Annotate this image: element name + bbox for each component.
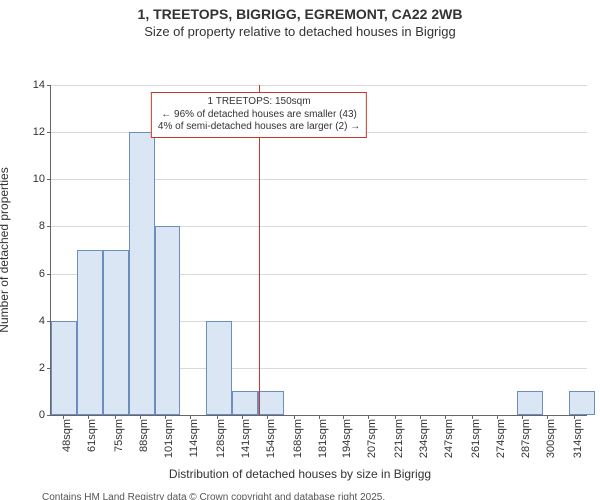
x-tick-label: 207sqm: [366, 419, 378, 458]
y-tick-label: 14: [33, 79, 51, 91]
histogram-bar: [51, 321, 77, 415]
y-tick-label: 8: [39, 220, 51, 232]
x-tick-label: 247sqm: [443, 419, 455, 458]
x-tick-label: 128sqm: [215, 419, 227, 458]
x-tick-label: 287sqm: [520, 419, 532, 458]
y-tick-label: 6: [39, 268, 51, 280]
x-tick-label: 61sqm: [86, 419, 98, 452]
x-tick-label: 234sqm: [418, 419, 430, 458]
plot-area: 0246810121448sqm61sqm75sqm88sqm101sqm114…: [50, 85, 587, 416]
x-tick-label: 181sqm: [317, 419, 329, 458]
histogram-bar: [129, 132, 155, 415]
y-tick-label: 12: [33, 126, 51, 138]
annotation-line: 4% of semi-detached houses are larger (2…: [158, 121, 360, 134]
x-tick-label: 274sqm: [495, 419, 507, 458]
y-tick-label: 0: [39, 409, 51, 421]
x-tick-label: 314sqm: [572, 419, 584, 458]
x-tick-label: 194sqm: [341, 419, 353, 458]
annotation-box: 1 TREETOPS: 150sqm← 96% of detached hous…: [151, 92, 367, 138]
footer-line-1: Contains HM Land Registry data © Crown c…: [42, 491, 424, 500]
histogram-bar: [155, 226, 181, 415]
title-sub: Size of property relative to detached ho…: [0, 24, 600, 39]
y-tick-label: 2: [39, 362, 51, 374]
annotation-line: 1 TREETOPS: 150sqm: [158, 96, 360, 109]
x-tick-label: 141sqm: [240, 419, 252, 458]
x-tick-label: 168sqm: [292, 419, 304, 458]
x-tick-label: 261sqm: [470, 419, 482, 458]
histogram-bar: [77, 250, 103, 415]
histogram-bar: [569, 391, 595, 415]
x-tick-label: 75sqm: [113, 419, 125, 452]
x-tick-label: 154sqm: [265, 419, 277, 458]
x-tick-label: 101sqm: [163, 419, 175, 458]
annotation-line: ← 96% of detached houses are smaller (43…: [158, 109, 360, 122]
histogram-bar: [258, 391, 284, 415]
attribution-footer: Contains HM Land Registry data © Crown c…: [42, 491, 424, 500]
histogram-bar: [517, 391, 543, 415]
x-tick-label: 48sqm: [61, 419, 73, 452]
y-tick-label: 10: [33, 173, 51, 185]
histogram-bar: [103, 250, 129, 415]
histogram-bar: [206, 321, 232, 415]
x-tick-label: 114sqm: [188, 419, 200, 457]
chart-container: Number of detached properties 0246810121…: [0, 39, 600, 500]
y-tick-label: 4: [39, 315, 51, 327]
title-main: 1, TREETOPS, BIGRIGG, EGREMONT, CA22 2WB: [0, 6, 600, 22]
histogram-bar: [232, 391, 258, 415]
gridline: [51, 85, 587, 86]
x-axis-label: Distribution of detached houses by size …: [0, 467, 600, 481]
x-tick-label: 300sqm: [545, 419, 557, 458]
x-tick-label: 88sqm: [138, 419, 150, 452]
x-tick-label: 221sqm: [393, 419, 405, 458]
y-axis-label: Number of detached properties: [0, 167, 11, 332]
